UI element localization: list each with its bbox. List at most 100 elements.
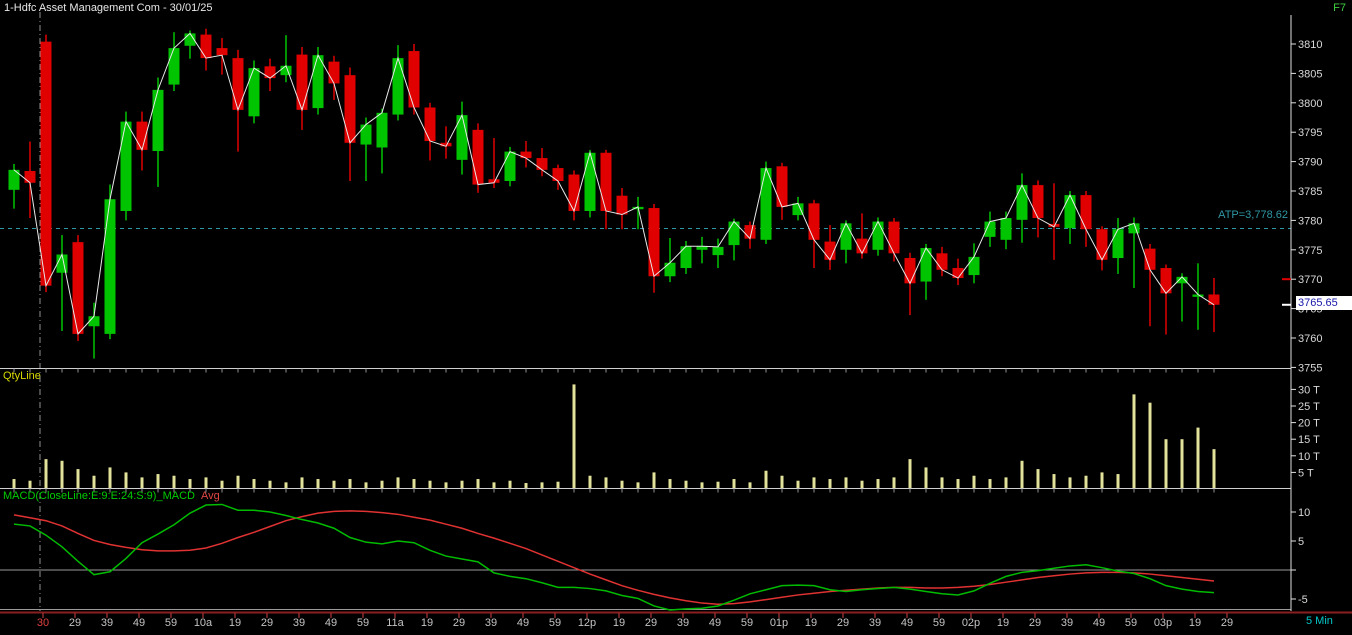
volume-bar [396, 477, 400, 489]
volume-bar [364, 482, 368, 489]
volume-bar [524, 483, 528, 489]
volume-bar [1004, 477, 1008, 489]
candle [280, 65, 292, 76]
candle [312, 55, 324, 109]
volume-bar [940, 477, 944, 489]
volume-bar [1164, 439, 1168, 489]
volume-bar [28, 480, 32, 489]
volume-bar [828, 479, 832, 489]
interval-label: 5 Min [1306, 615, 1333, 627]
time-label: 49 [709, 617, 721, 629]
candle [680, 246, 692, 269]
price-label: 3810 [1298, 39, 1322, 51]
price-label: 3755 [1298, 362, 1322, 374]
candle [104, 199, 116, 334]
volume-bar [860, 480, 864, 489]
candle [584, 152, 596, 211]
candle [424, 107, 436, 142]
volume-bars-group [12, 384, 1216, 489]
candle [1160, 268, 1172, 294]
time-label: 19 [229, 617, 241, 629]
candle [936, 253, 948, 270]
volume-bar [188, 479, 192, 489]
candle [888, 221, 900, 254]
candle [984, 221, 996, 237]
candle [1096, 229, 1108, 260]
time-label: 49 [901, 617, 913, 629]
candle [1080, 195, 1092, 230]
candle [88, 316, 100, 327]
volume-bar [300, 477, 304, 489]
price-label: 3785 [1298, 186, 1322, 198]
volume-bar [268, 480, 272, 489]
volume-bar [1084, 475, 1088, 489]
volume-bar [764, 470, 768, 489]
volume-bar [60, 460, 64, 489]
candle [568, 174, 580, 211]
macd-avg-label: Avg [200, 490, 220, 502]
time-label: 39 [1061, 617, 1073, 629]
volume-bar [796, 480, 800, 489]
volume-bar [252, 479, 256, 489]
window-title: 1-Hdfc Asset Management Com - 30/01/25 [4, 2, 213, 14]
time-label: 39 [677, 617, 689, 629]
volume-bar [588, 475, 592, 489]
volume-bar [1036, 469, 1040, 489]
pane-separators [0, 368, 1291, 493]
candle [472, 129, 484, 185]
candle [136, 121, 148, 150]
candle [648, 208, 660, 277]
candle [824, 241, 836, 260]
candle [24, 171, 36, 183]
volume-bar [332, 480, 336, 489]
time-label: 49 [1093, 617, 1105, 629]
volume-bar [540, 482, 544, 489]
candle [1128, 223, 1140, 234]
time-axis: 30 29 39 49 59 10a 19 29 39 49 59 11a 19 29 39 49 59 12p 1… [0, 611, 1352, 629]
volume-bar [1132, 394, 1136, 489]
volume-bar [1068, 477, 1072, 489]
right-axis: 3810380538003795379037853780377537703765… [1290, 15, 1322, 611]
volume-bar [620, 480, 624, 489]
volume-bar [652, 472, 656, 489]
candle [392, 58, 404, 115]
volume-bar [284, 482, 288, 489]
volume-label: 10 T [1298, 451, 1320, 463]
price-label: 3800 [1298, 98, 1322, 110]
time-label: 19 [613, 617, 625, 629]
time-label: 39 [101, 617, 113, 629]
volume-bar [92, 475, 96, 489]
volume-bar [1196, 427, 1200, 489]
volume-bar [988, 479, 992, 489]
candle [344, 75, 356, 143]
candle [920, 248, 932, 282]
volume-bar [172, 475, 176, 489]
candle [776, 166, 788, 207]
candle [72, 242, 84, 334]
volume-bar [844, 477, 848, 489]
volume-bar [668, 479, 672, 489]
candle [840, 223, 852, 250]
volume-bar [908, 459, 912, 489]
hotkey-label: F7 [1333, 2, 1346, 14]
volume-bar [780, 475, 784, 489]
time-label: 11a [386, 617, 404, 629]
price-label: 3770 [1298, 274, 1322, 286]
volume-bar [1180, 439, 1184, 489]
volume-bar [972, 475, 976, 489]
candle [712, 246, 724, 256]
volume-bar [684, 480, 688, 489]
time-label: 29 [1221, 617, 1233, 629]
volume-bar [460, 480, 464, 489]
day-start-label: 30 [37, 617, 49, 629]
time-label: 59 [549, 617, 561, 629]
candle [440, 142, 452, 147]
candle [328, 61, 340, 84]
time-label: 59 [1125, 617, 1137, 629]
candle [1112, 229, 1124, 259]
candle [360, 124, 372, 145]
macd-avg-line [13, 510, 1215, 605]
volume-bar [156, 474, 160, 489]
